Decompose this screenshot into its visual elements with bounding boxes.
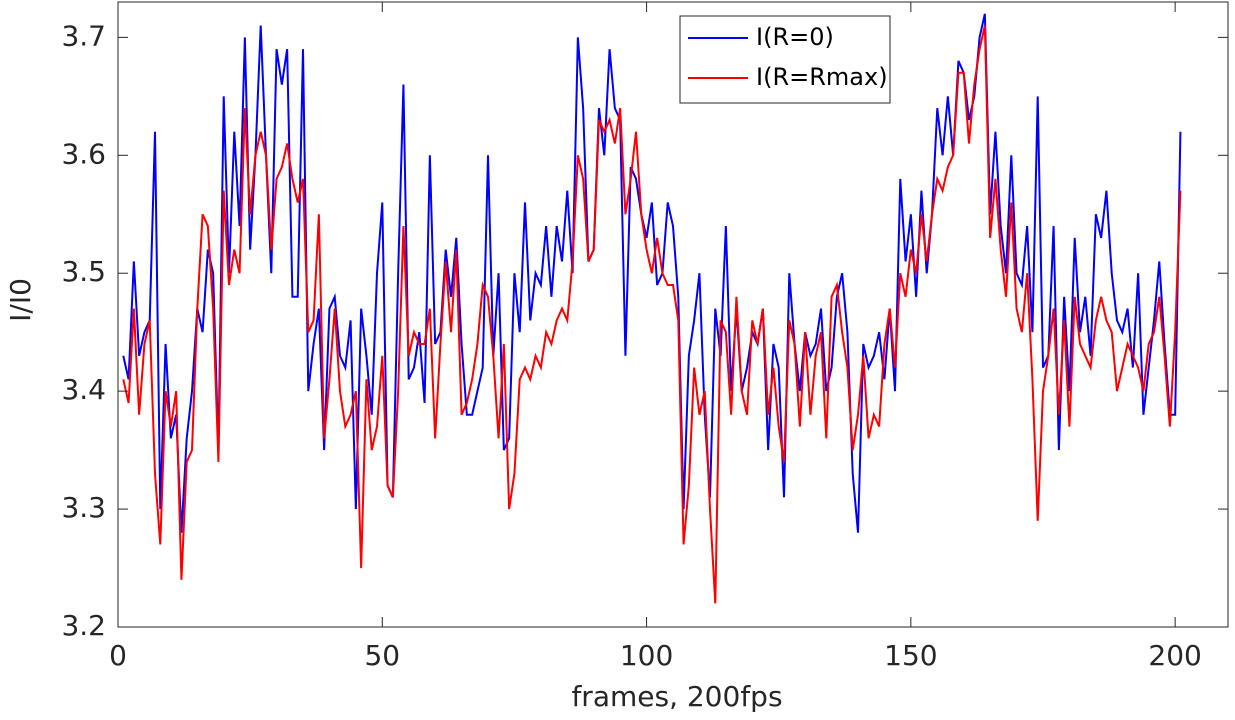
x-tick-label: 100 — [620, 639, 673, 672]
legend-label: I(R=0) — [756, 23, 834, 51]
series-line — [122, 13, 1182, 533]
y-tick-label: 3.6 — [61, 137, 106, 170]
y-tick-label: 3.2 — [61, 609, 106, 642]
legend-box — [679, 15, 891, 104]
series-line — [122, 25, 1182, 604]
x-tick-label: 150 — [884, 639, 937, 672]
x-tick-label: 50 — [364, 639, 400, 672]
legend-label: I(R=Rmax) — [756, 63, 888, 91]
x-tick-label: 200 — [1148, 639, 1201, 672]
plot-area — [117, 1, 1229, 628]
y-axis-label: I/I0 — [4, 278, 37, 322]
series-layer — [122, 13, 1182, 604]
y-tick-label: 3.4 — [61, 373, 106, 406]
x-tick-label: 0 — [109, 639, 127, 672]
y-tick-label: 3.3 — [61, 491, 106, 524]
x-axis-label: frames, 200fps — [571, 680, 782, 713]
y-tick-label: 3.5 — [61, 255, 106, 288]
y-tick-label: 3.7 — [61, 19, 106, 52]
